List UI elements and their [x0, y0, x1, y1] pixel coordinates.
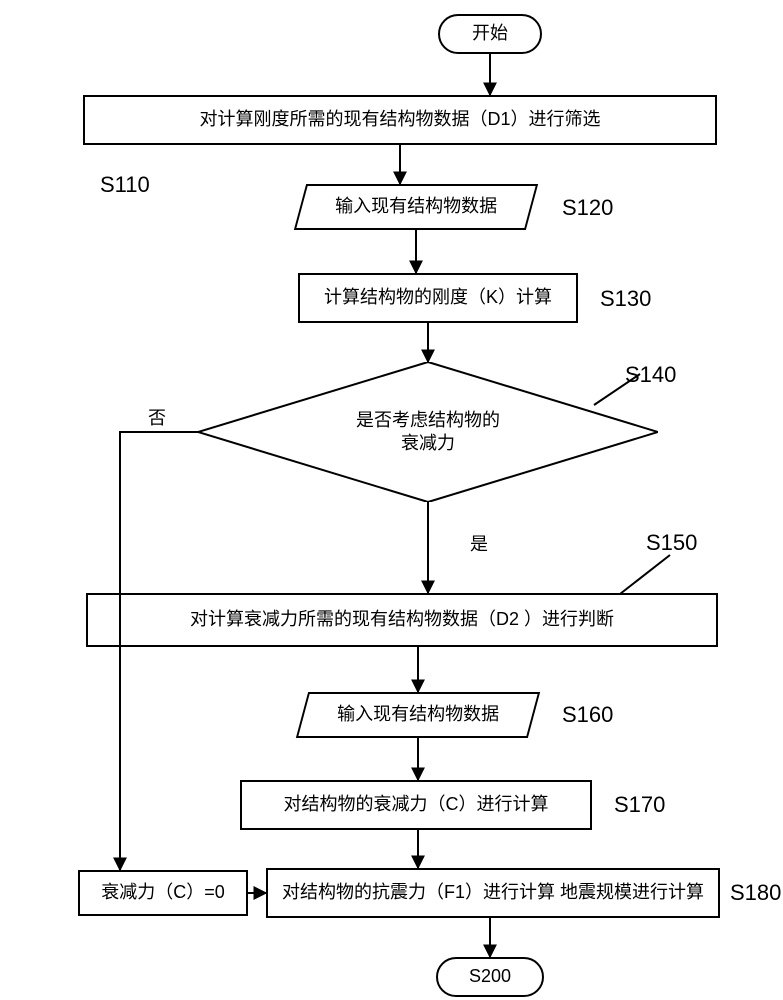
- node-s180: 对结构物的抗震力（F1）进行计算 地震规模进行计算: [266, 868, 720, 918]
- node-text: S200: [469, 965, 511, 988]
- step-label-s160_lbl: S160: [562, 702, 613, 728]
- node-s160: 输入现有结构物数据: [302, 692, 534, 738]
- node-text: 计算结构物的刚度（K）计算: [324, 286, 552, 309]
- step-label-s150_lbl: S150: [646, 530, 697, 556]
- node-s120: 输入现有结构物数据: [300, 184, 532, 230]
- flowchart-canvas: 开始对计算刚度所需的现有结构物数据（D1）进行筛选输入现有结构物数据计算结构物的…: [0, 0, 783, 1000]
- node-czero: 衰减力（C）=0: [78, 870, 248, 916]
- step-label-s180_lbl: S180: [730, 880, 781, 906]
- step-label-s120_lbl: S120: [562, 195, 613, 221]
- node-s170: 对结构物的衰减力（C）进行计算: [240, 780, 592, 830]
- node-text: 开始: [472, 22, 508, 45]
- node-text: 输入现有结构物数据: [335, 195, 497, 218]
- node-text: 输入现有结构物数据: [337, 703, 499, 726]
- step-label-s130_lbl: S130: [600, 286, 651, 312]
- node-text: 衰减力（C）=0: [101, 881, 225, 904]
- step-label-s170_lbl: S170: [614, 792, 665, 818]
- step-label-s140_lbl: S140: [625, 362, 676, 388]
- node-text: 对结构物的衰减力（C）进行计算: [284, 793, 549, 816]
- edge: [120, 432, 198, 870]
- node-s110: 对计算刚度所需的现有结构物数据（D1）进行筛选: [83, 95, 717, 145]
- node-s150: 对计算衰减力所需的现有结构物数据（D2 ）进行判断: [86, 593, 718, 647]
- node-text: 对计算刚度所需的现有结构物数据（D1）进行筛选: [199, 108, 600, 131]
- node-s130: 计算结构物的刚度（K）计算: [298, 273, 578, 323]
- node-text: 对计算衰减力所需的现有结构物数据（D2 ）进行判断: [190, 608, 614, 631]
- step-label-s110_lbl: S110: [100, 172, 150, 198]
- node-start: 开始: [438, 14, 542, 54]
- node-s140: 是否考虑结构物的 衰减力: [198, 362, 658, 502]
- node-s200: S200: [436, 957, 544, 997]
- node-text: 对结构物的抗震力（F1）进行计算 地震规模进行计算: [282, 881, 704, 904]
- edge: [620, 555, 670, 594]
- node-text: 是否考虑结构物的 衰减力: [356, 409, 500, 456]
- edge-label-yes: 是: [470, 530, 488, 556]
- edge-label-no: 否: [148, 404, 166, 430]
